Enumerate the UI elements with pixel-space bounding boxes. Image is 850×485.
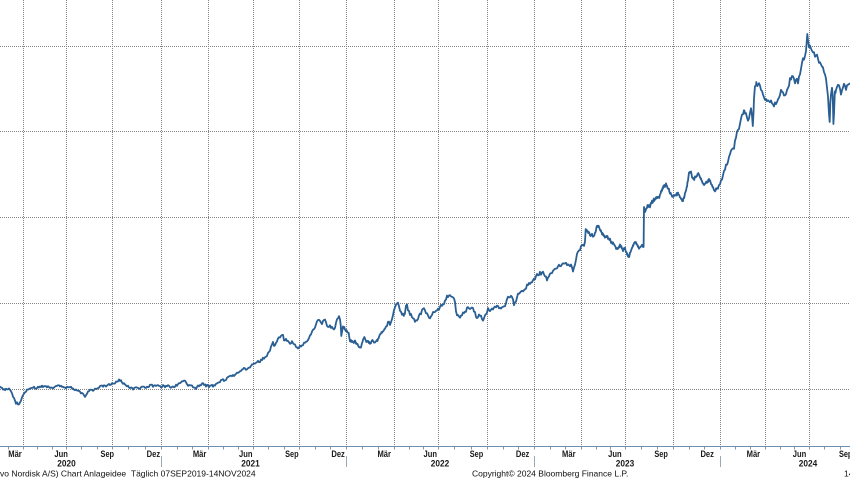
svg-text:Jun: Jun xyxy=(239,449,253,460)
svg-text:Dez: Dez xyxy=(700,449,714,460)
svg-text:Mär: Mär xyxy=(562,449,576,460)
svg-text:Sep: Sep xyxy=(839,449,850,460)
svg-text:Jun: Jun xyxy=(424,449,438,460)
svg-text:Jun: Jun xyxy=(54,449,68,460)
svg-text:Mär: Mär xyxy=(377,449,391,460)
svg-text:Sep: Sep xyxy=(470,449,484,460)
svg-text:Jun: Jun xyxy=(793,449,807,460)
svg-text:2023: 2023 xyxy=(616,459,635,470)
svg-text:Dez: Dez xyxy=(331,449,345,460)
svg-text:Mär: Mär xyxy=(747,449,761,460)
svg-text:Mär: Mär xyxy=(193,449,207,460)
svg-text:Sep: Sep xyxy=(285,449,299,460)
svg-text:Jun: Jun xyxy=(608,449,622,460)
svg-text:Sep: Sep xyxy=(654,449,668,460)
svg-text:Mär: Mär xyxy=(8,449,22,460)
svg-text:14: 14 xyxy=(844,469,850,479)
svg-text:vo Nordisk A/S) Chart Anlageid: vo Nordisk A/S) Chart Anlageidee Täglich… xyxy=(0,469,256,479)
svg-text:2022: 2022 xyxy=(431,459,450,470)
svg-text:2020: 2020 xyxy=(57,459,76,470)
svg-text:2021: 2021 xyxy=(241,459,260,470)
svg-text:Sep: Sep xyxy=(101,449,115,460)
svg-text:2024: 2024 xyxy=(799,459,818,470)
svg-text:Dez: Dez xyxy=(516,449,530,460)
svg-text:Dez: Dez xyxy=(147,449,161,460)
svg-text:Copyright© 2024 Bloomberg Fina: Copyright© 2024 Bloomberg Finance L.P. xyxy=(472,469,628,479)
